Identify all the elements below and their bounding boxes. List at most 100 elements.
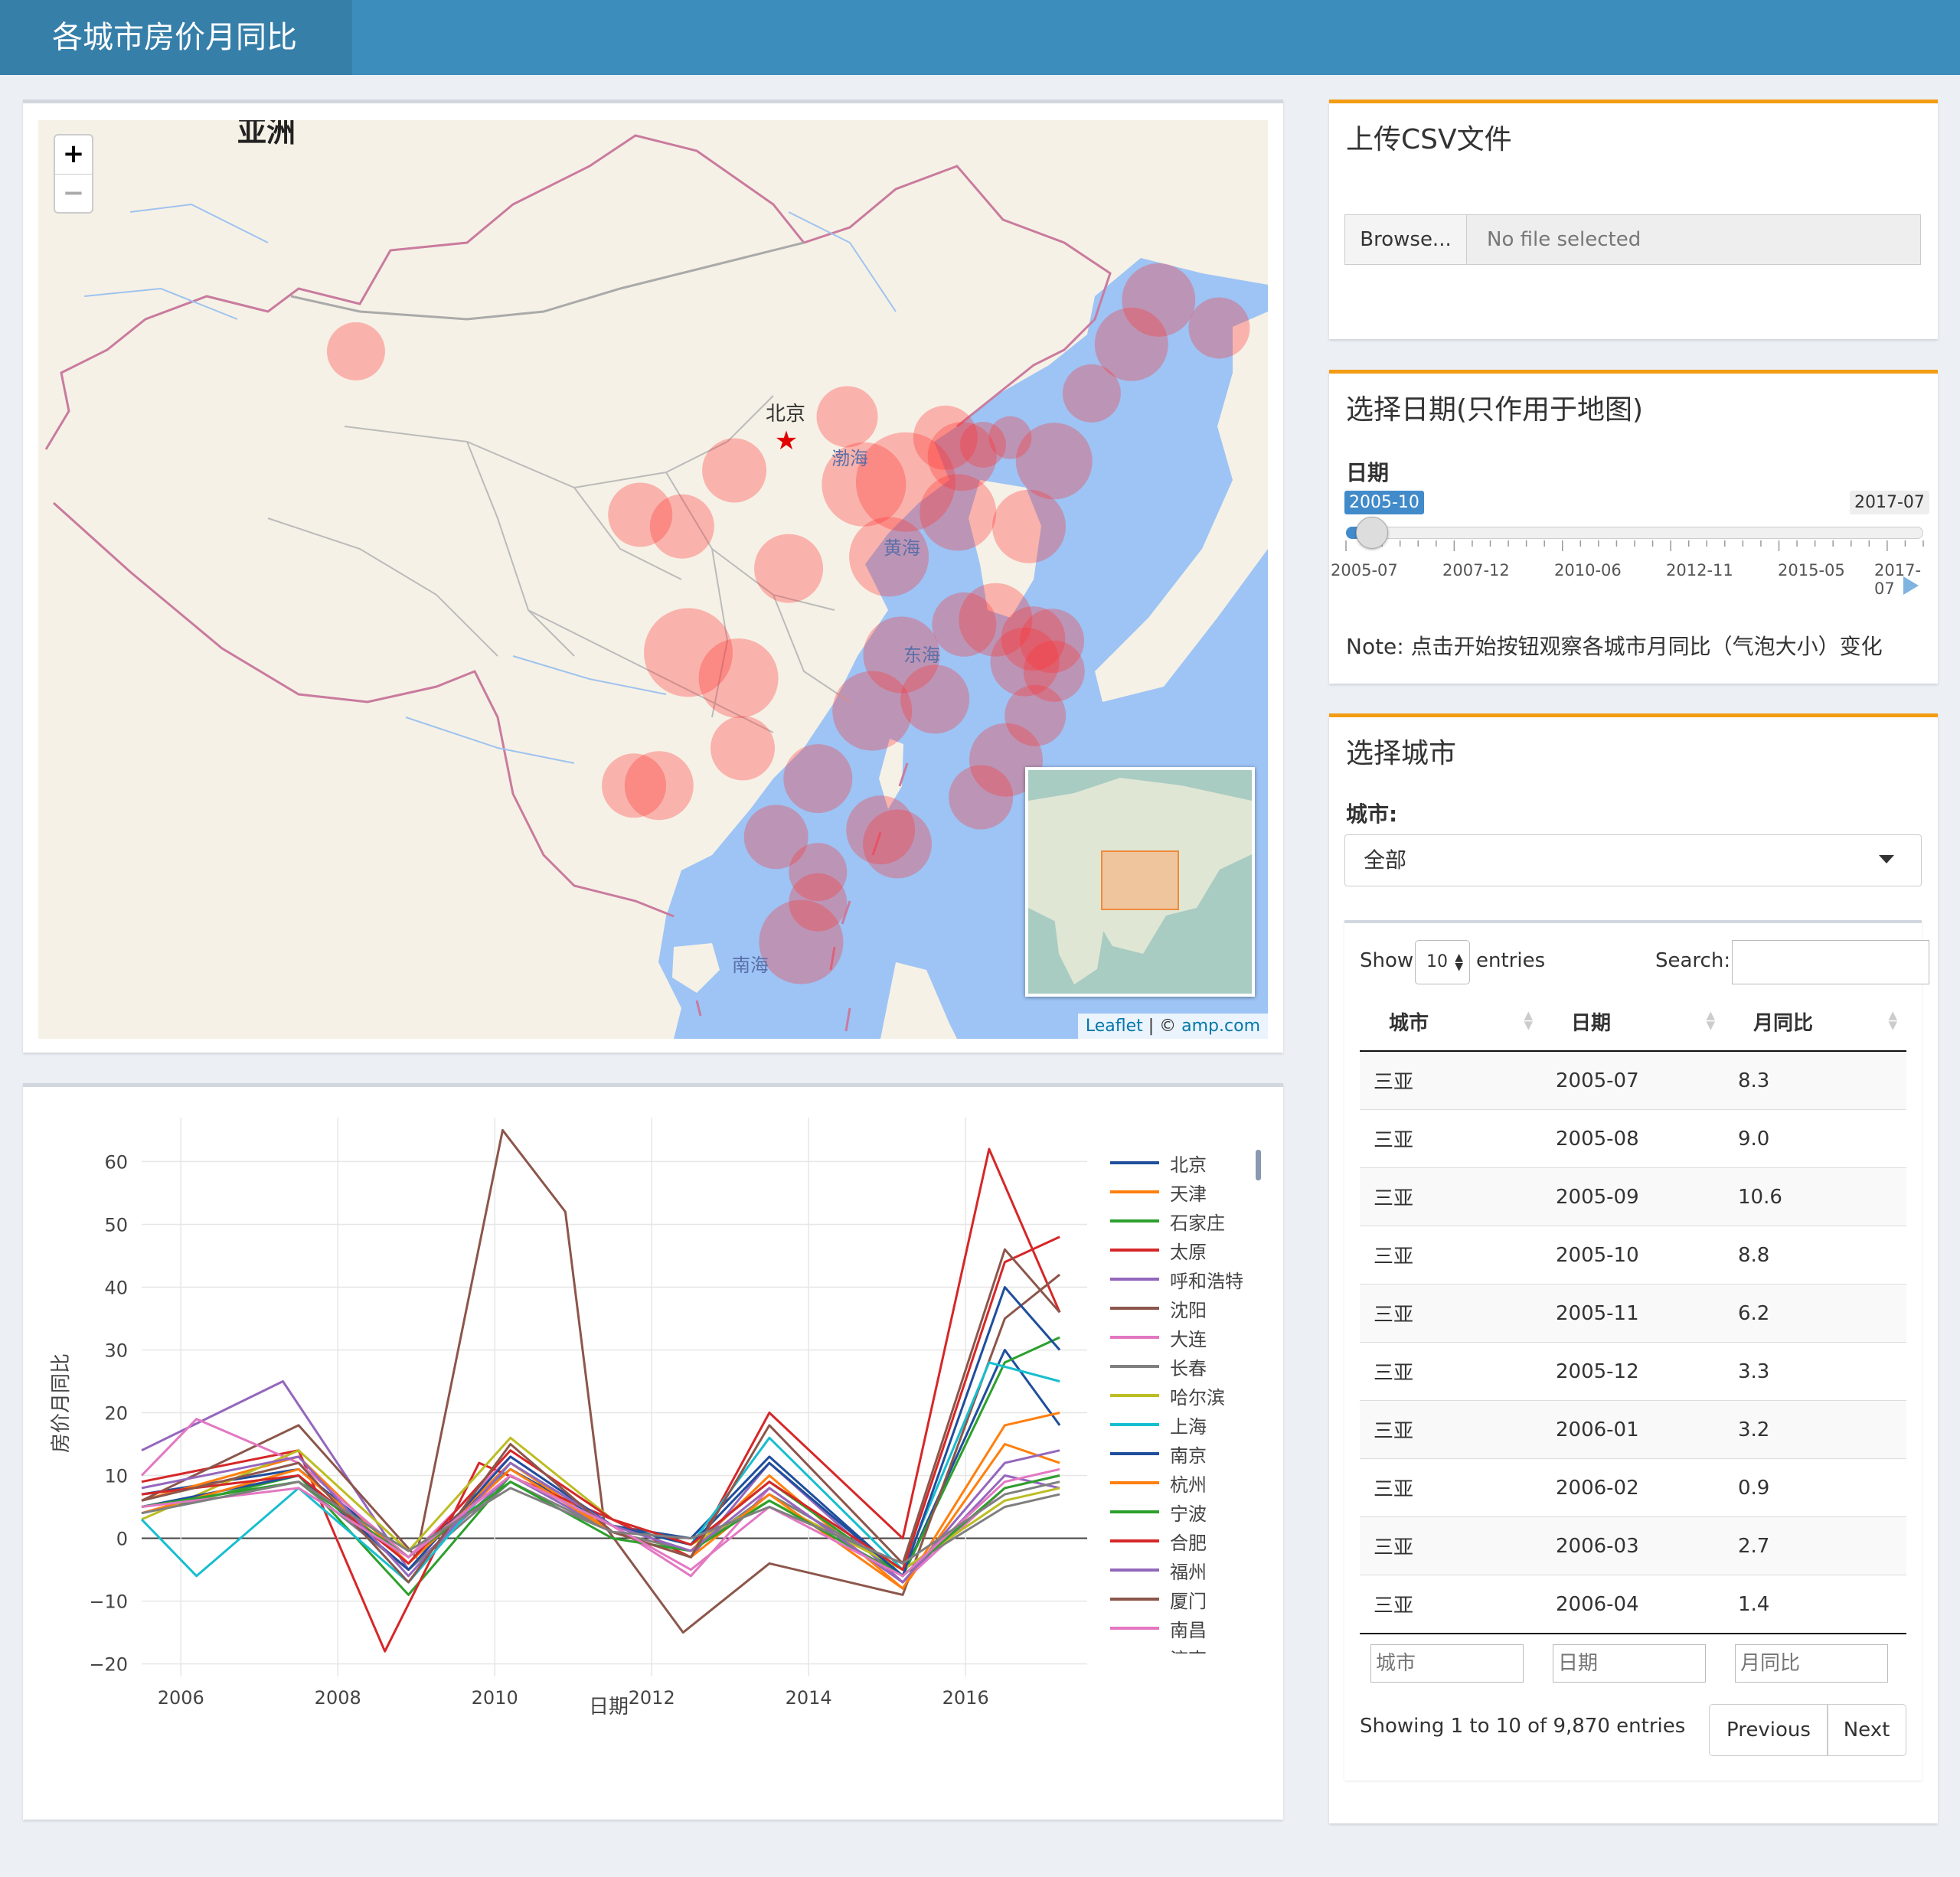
y-axis-label: 房价月同比 bbox=[50, 1353, 73, 1453]
chart-grid bbox=[142, 1118, 1087, 1676]
legend-swatch bbox=[1110, 1365, 1159, 1368]
x-tick-label: 2008 bbox=[315, 1687, 361, 1709]
entries-label: entries bbox=[1476, 949, 1546, 972]
city-bubble bbox=[1015, 423, 1093, 500]
legend-label: 济南 bbox=[1170, 1644, 1207, 1654]
browse-button[interactable]: Browse... bbox=[1344, 214, 1467, 265]
filter-input-city[interactable] bbox=[1370, 1644, 1524, 1683]
cell-city: 三亚 bbox=[1360, 1516, 1542, 1575]
legend-swatch bbox=[1110, 1219, 1159, 1222]
slider-tick-label: 2010-06 bbox=[1554, 561, 1622, 579]
city-bubble bbox=[992, 489, 1067, 563]
legend-label: 天津 bbox=[1170, 1183, 1207, 1205]
legend-scrollbar[interactable] bbox=[1256, 1150, 1261, 1180]
legend-label: 福州 bbox=[1170, 1561, 1207, 1583]
cell-yoy: 8.8 bbox=[1724, 1226, 1906, 1285]
legend-item[interactable]: 合肥 bbox=[1110, 1526, 1279, 1555]
legend-item[interactable]: 福州 bbox=[1110, 1555, 1279, 1585]
table-row[interactable]: 三亚 2005-08 9.0 bbox=[1360, 1109, 1906, 1168]
legend-swatch bbox=[1110, 1627, 1159, 1630]
cell-yoy: 0.9 bbox=[1724, 1458, 1906, 1517]
slider-tick-label: 2005-07 bbox=[1331, 561, 1398, 579]
column-header-yoy[interactable]: 月同比 ▲ ▼ bbox=[1724, 992, 1906, 1052]
table-row[interactable]: 三亚 2005-10 8.8 bbox=[1360, 1226, 1906, 1285]
x-tick-label: 2016 bbox=[942, 1687, 989, 1709]
table-row[interactable]: 三亚 2006-04 1.4 bbox=[1360, 1575, 1906, 1634]
cell-date: 2005-12 bbox=[1542, 1342, 1724, 1401]
city-bubble bbox=[759, 899, 844, 984]
play-icon[interactable] bbox=[1903, 576, 1919, 595]
legend-item[interactable]: 南昌 bbox=[1110, 1614, 1279, 1643]
slider-handle[interactable] bbox=[1355, 517, 1388, 549]
border-china-south bbox=[52, 501, 675, 918]
legend-label: 沈阳 bbox=[1170, 1299, 1207, 1321]
filter-cell bbox=[1542, 1633, 1724, 1693]
table-row[interactable]: 三亚 2005-12 3.3 bbox=[1360, 1342, 1906, 1401]
legend-item[interactable]: 石家庄 bbox=[1110, 1206, 1279, 1236]
leaflet-link[interactable]: Leaflet bbox=[1085, 1017, 1143, 1036]
legend-label: 杭州 bbox=[1170, 1474, 1207, 1496]
page-length-select[interactable]: 10 ▲ ▼ bbox=[1415, 940, 1470, 984]
legend-item[interactable]: 大连 bbox=[1110, 1323, 1279, 1352]
legend-item[interactable]: 呼和浩特 bbox=[1110, 1265, 1279, 1294]
table-row[interactable]: 三亚 2005-07 8.3 bbox=[1360, 1050, 1906, 1110]
slider-tick-label: 2015-05 bbox=[1778, 561, 1845, 579]
city-bubble bbox=[1004, 684, 1067, 746]
legend-label: 上海 bbox=[1170, 1415, 1207, 1438]
column-header-city[interactable]: 城市 ▲ ▼ bbox=[1360, 992, 1542, 1052]
file-name-field[interactable]: No file selected bbox=[1466, 214, 1921, 265]
map-canvas[interactable]: 亚洲 北京 ★ 渤海 黄海 东海 南海 bbox=[38, 120, 1268, 1039]
bubble-layer bbox=[326, 263, 1250, 984]
chevron-down-icon[interactable] bbox=[1879, 855, 1894, 863]
legend-swatch bbox=[1110, 1539, 1159, 1542]
minimap[interactable] bbox=[1025, 767, 1255, 997]
legend-item[interactable]: 厦门 bbox=[1110, 1585, 1279, 1614]
cell-city: 三亚 bbox=[1360, 1050, 1542, 1110]
chart-legend[interactable]: 北京天津石家庄太原呼和浩特沈阳大连长春哈尔滨上海南京杭州宁波合肥福州厦门南昌济南 bbox=[1110, 1148, 1279, 1653]
legend-item[interactable]: 太原 bbox=[1110, 1236, 1279, 1265]
filter-input-date[interactable] bbox=[1553, 1644, 1706, 1683]
table-row[interactable]: 三亚 2006-02 0.9 bbox=[1360, 1458, 1906, 1517]
legend-item[interactable]: 天津 bbox=[1110, 1177, 1279, 1206]
table-row[interactable]: 三亚 2005-09 10.6 bbox=[1360, 1167, 1906, 1226]
next-button[interactable]: Next bbox=[1827, 1704, 1906, 1756]
search-input[interactable] bbox=[1732, 940, 1929, 984]
series-line bbox=[141, 1480, 1060, 1565]
legend-item[interactable]: 杭州 bbox=[1110, 1468, 1279, 1497]
cell-yoy: 1.4 bbox=[1724, 1575, 1906, 1634]
legend-item[interactable]: 沈阳 bbox=[1110, 1294, 1279, 1323]
legend-item[interactable]: 北京 bbox=[1110, 1148, 1279, 1177]
column-header-date[interactable]: 日期 ▲ ▼ bbox=[1542, 992, 1724, 1052]
legend-item[interactable]: 哈尔滨 bbox=[1110, 1381, 1279, 1410]
slider-tick-label: 2012-11 bbox=[1666, 561, 1733, 579]
city-dropdown[interactable]: 全部 bbox=[1344, 834, 1922, 886]
legend-item[interactable]: 上海 bbox=[1110, 1410, 1279, 1439]
data-table: 城市 ▲ ▼ 日期 ▲ ▼ 月同比 ▲ ▼ 三亚 2005-07 8.3 三亚 2005-08 9.0… bbox=[1360, 992, 1906, 1693]
column-header-label: 日期 bbox=[1571, 1011, 1612, 1035]
legend-item[interactable]: 济南 bbox=[1110, 1643, 1279, 1654]
series-line bbox=[141, 1380, 1060, 1584]
filter-input-yoy[interactable] bbox=[1735, 1644, 1888, 1683]
upload-title: 上传CSV文件 bbox=[1346, 124, 1512, 155]
table-row[interactable]: 三亚 2005-11 6.2 bbox=[1360, 1284, 1906, 1343]
rivers bbox=[83, 203, 897, 764]
previous-button[interactable]: Previous bbox=[1709, 1704, 1828, 1756]
zoom-out-button[interactable]: − bbox=[62, 178, 85, 208]
slider-track[interactable] bbox=[1346, 527, 1923, 539]
table-row[interactable]: 三亚 2006-01 3.2 bbox=[1360, 1400, 1906, 1459]
table-row[interactable]: 三亚 2006-03 2.7 bbox=[1360, 1516, 1906, 1575]
legend-item[interactable]: 长春 bbox=[1110, 1352, 1279, 1381]
legend-item[interactable]: 南京 bbox=[1110, 1439, 1279, 1468]
zoom-in-button[interactable]: + bbox=[55, 135, 92, 175]
legend-item[interactable]: 宁波 bbox=[1110, 1497, 1279, 1526]
filter-cell bbox=[1724, 1633, 1906, 1693]
series-line bbox=[141, 1443, 1060, 1590]
source-link[interactable]: amp.com bbox=[1181, 1017, 1260, 1036]
updown-arrows-icon: ▲ ▼ bbox=[1455, 952, 1463, 973]
sea-label: 黄海 bbox=[884, 537, 920, 559]
city-bubble bbox=[959, 421, 1006, 468]
leaflet-map[interactable]: 亚洲 北京 ★ 渤海 黄海 东海 南海 + − Leaflet | © amp.… bbox=[38, 120, 1268, 1039]
y-tick-label: 60 bbox=[104, 1151, 128, 1173]
